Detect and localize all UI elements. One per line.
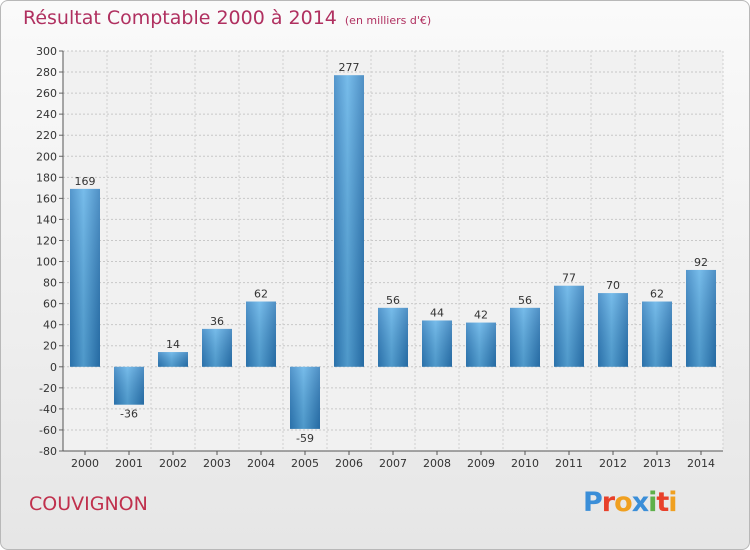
chart-title: Résultat Comptable 2000 à 2014 (en millie… <box>23 7 431 29</box>
x-tick-label: 2006 <box>335 457 363 470</box>
bar-value-label: 77 <box>562 272 576 285</box>
x-tick-label: 2007 <box>379 457 407 470</box>
y-tick-label: 20 <box>43 340 57 353</box>
bar-shade <box>158 352 188 367</box>
y-tick-label: 40 <box>43 319 57 332</box>
commune-name: COUVIGNON <box>29 493 148 515</box>
y-tick-label: 240 <box>36 108 57 121</box>
bar-shade <box>686 269 716 367</box>
y-tick-label: -60 <box>39 424 57 437</box>
bar-shade <box>114 366 144 405</box>
x-tick-label: 2003 <box>203 457 231 470</box>
bar-value-label: 42 <box>474 309 488 322</box>
bar-value-label: 56 <box>386 294 400 307</box>
chart-subtitle: (en milliers d'€) <box>344 14 432 27</box>
x-tick-label: 2000 <box>71 457 99 470</box>
x-tick-label: 2013 <box>643 457 671 470</box>
bar-value-label: 62 <box>254 288 268 301</box>
logo-letter: i <box>648 487 657 518</box>
bar-shade <box>510 307 540 367</box>
bar-value-label: 169 <box>75 175 96 188</box>
label-layer: -80-60-40-200204060801001201401601802002… <box>36 45 715 470</box>
x-tick-label: 2002 <box>159 457 187 470</box>
y-tick-label: -80 <box>39 445 57 458</box>
y-tick-label: -20 <box>39 382 57 395</box>
bar-shade <box>202 328 232 367</box>
x-tick-label: 2012 <box>599 457 627 470</box>
chart-title-text: Résultat Comptable 2000 à 2014 <box>23 7 337 29</box>
bar-shade <box>554 285 584 367</box>
logo-letter: P <box>583 487 603 518</box>
bar-value-label: 36 <box>210 315 224 328</box>
y-tick-label: 100 <box>36 256 57 269</box>
bar-value-label: 277 <box>339 61 360 74</box>
x-tick-label: 2005 <box>291 457 319 470</box>
logo-letter: r <box>601 487 615 518</box>
bar-value-label: -59 <box>296 432 314 445</box>
logo-letter: i <box>668 487 677 518</box>
logo-letter: t <box>656 487 669 518</box>
y-tick-label: 80 <box>43 277 57 290</box>
y-tick-label: 200 <box>36 150 57 163</box>
x-tick-label: 2004 <box>247 457 275 470</box>
y-tick-label: 140 <box>36 213 57 226</box>
y-tick-label: 280 <box>36 66 57 79</box>
x-tick-label: 2009 <box>467 457 495 470</box>
bar-layer <box>70 75 716 429</box>
bar-shade <box>422 320 452 367</box>
y-tick-label: 120 <box>36 234 57 247</box>
bar-shade <box>378 307 408 367</box>
x-tick-label: 2010 <box>511 457 539 470</box>
y-tick-label: -40 <box>39 403 57 416</box>
proxiti-logo: Proxiti <box>583 487 678 518</box>
y-tick-label: 180 <box>36 171 57 184</box>
x-tick-label: 2011 <box>555 457 583 470</box>
y-tick-label: 220 <box>36 129 57 142</box>
bar-shade <box>246 301 276 367</box>
y-tick-label: 0 <box>50 361 57 374</box>
y-tick-label: 260 <box>36 87 57 100</box>
bar-shade <box>642 301 672 367</box>
bar-value-label: 56 <box>518 294 532 307</box>
y-tick-label: 160 <box>36 192 57 205</box>
bar-shade <box>598 293 628 367</box>
bar-value-label: 92 <box>694 256 708 269</box>
x-tick-label: 2001 <box>115 457 143 470</box>
x-tick-label: 2008 <box>423 457 451 470</box>
bar-value-label: 62 <box>650 288 664 301</box>
grid-layer <box>59 50 724 455</box>
bar-value-label: 70 <box>606 279 620 292</box>
y-tick-label: 60 <box>43 298 57 311</box>
bar-shade <box>466 322 496 367</box>
bar-value-label: 44 <box>430 306 444 319</box>
bar-value-label: -36 <box>120 408 138 421</box>
bar-shade <box>290 366 320 429</box>
logo-letter: o <box>614 487 633 518</box>
plot-area <box>63 51 723 451</box>
y-tick-label: 300 <box>36 45 57 58</box>
bar-shade <box>70 188 100 367</box>
bar-shade <box>334 75 364 367</box>
bar-value-label: 14 <box>166 338 180 351</box>
x-tick-label: 2014 <box>687 457 715 470</box>
logo-letter: x <box>631 487 649 518</box>
